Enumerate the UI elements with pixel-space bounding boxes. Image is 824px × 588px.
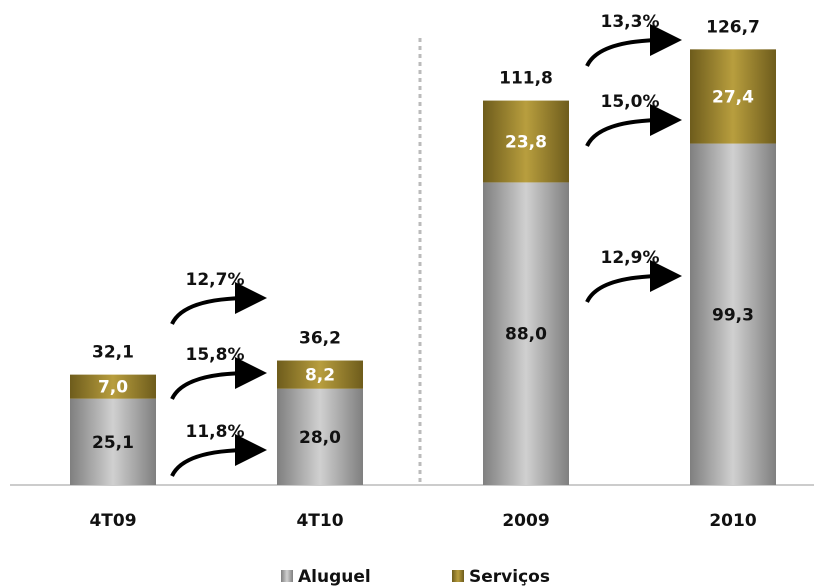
growth-arrow [170,357,267,400]
legend-label: Serviços [469,567,550,587]
x-tick-label: 4T10 [296,511,343,531]
bar-segment [70,374,156,399]
total-label: 126,7 [706,17,760,37]
growth-label: 12,9% [601,248,660,268]
bar-segment [483,182,569,485]
total-label: 32,1 [92,343,134,363]
growth-label: 11,8% [186,422,245,442]
x-tick-label: 2009 [502,511,549,531]
data-label: 99,3 [712,305,754,325]
growth-label: 15,0% [601,92,660,112]
growth-label: 13,3% [601,12,660,32]
bar-segment [690,49,776,144]
data-label: 8,2 [305,366,335,386]
total-label: 36,2 [299,329,341,349]
bar-segment [483,100,569,183]
data-label: 27,4 [712,87,754,107]
growth-arrow [585,260,682,303]
growth-label: 12,7% [186,270,245,290]
bar-segment [277,388,363,485]
growth-arrow [170,282,267,325]
growth-label: 15,8% [186,345,245,365]
legend-swatch [452,570,464,582]
growth-arrow [585,24,682,67]
total-label: 111,8 [499,69,553,89]
legend-swatch [281,570,293,582]
data-label: 23,8 [505,132,547,152]
legend-label: Aluguel [298,567,371,587]
data-label: 88,0 [505,325,547,345]
data-label: 28,0 [299,428,341,448]
growth-arrow [170,434,267,477]
growth-arrow [585,104,682,147]
x-tick-label: 4T09 [89,511,136,531]
bar-segment [70,398,156,485]
x-tick-label: 2010 [709,511,756,531]
data-label: 25,1 [92,433,134,453]
bar-segment [690,143,776,485]
bar-segment [277,360,363,389]
data-label: 7,0 [98,378,128,398]
